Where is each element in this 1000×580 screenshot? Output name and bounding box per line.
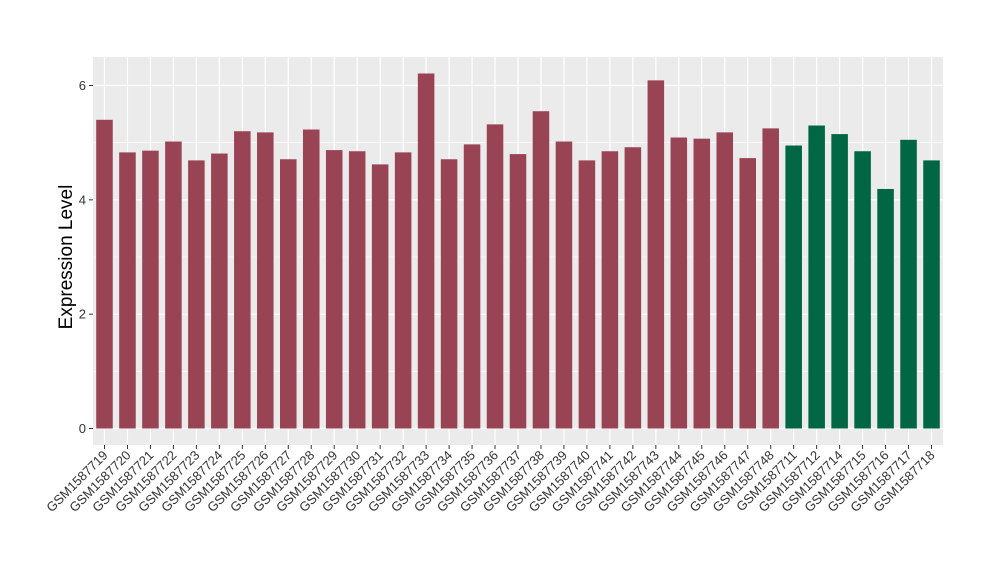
bar-GSM1587742 bbox=[624, 147, 642, 429]
bar-GSM1587728 bbox=[302, 129, 320, 429]
y-axis-title: Expression Level bbox=[56, 185, 77, 330]
bar-GSM1587738 bbox=[532, 111, 550, 429]
bar-GSM1587721 bbox=[142, 150, 159, 429]
bar-GSM1587715 bbox=[854, 151, 871, 429]
bar-GSM1587711 bbox=[785, 145, 802, 429]
bar-GSM1587717 bbox=[900, 139, 917, 429]
bar-GSM1587736 bbox=[486, 124, 504, 429]
bar-GSM1587718 bbox=[923, 160, 940, 429]
y-tick-label: 0 bbox=[79, 421, 86, 436]
bar-GSM1587745 bbox=[693, 138, 711, 429]
bar-GSM1587737 bbox=[509, 154, 527, 429]
bars bbox=[96, 73, 940, 429]
bar-GSM1587723 bbox=[188, 160, 205, 429]
bar-GSM1587747 bbox=[739, 158, 756, 429]
bar-GSM1587714 bbox=[831, 134, 848, 429]
bar-GSM1587724 bbox=[211, 153, 228, 429]
bar-GSM1587730 bbox=[348, 151, 366, 429]
bar-GSM1587729 bbox=[325, 150, 343, 429]
y-tick-label: 6 bbox=[79, 78, 86, 93]
bar-GSM1587712 bbox=[808, 125, 825, 429]
bar-GSM1587740 bbox=[578, 160, 596, 429]
bar-GSM1587746 bbox=[716, 132, 734, 429]
bar-GSM1587739 bbox=[555, 141, 573, 429]
y-tick-label: 2 bbox=[79, 307, 86, 322]
bar-GSM1587716 bbox=[877, 188, 894, 429]
bar-GSM1587741 bbox=[601, 151, 619, 429]
bar-GSM1587734 bbox=[440, 159, 458, 429]
bar-GSM1587732 bbox=[394, 152, 412, 429]
bar-GSM1587725 bbox=[234, 131, 251, 429]
bar-GSM1587726 bbox=[257, 132, 274, 429]
y-axis: 0 2 4 6 bbox=[79, 78, 93, 436]
bar-GSM1587733 bbox=[417, 73, 435, 429]
bar-GSM1587722 bbox=[165, 141, 182, 429]
bar-GSM1587748 bbox=[762, 128, 779, 429]
bar-GSM1587719 bbox=[96, 119, 113, 429]
bar-GSM1587727 bbox=[280, 159, 297, 429]
y-tick-label: 4 bbox=[79, 192, 86, 207]
bar-GSM1587744 bbox=[670, 137, 688, 429]
bar-GSM1587720 bbox=[119, 152, 136, 429]
bar-GSM1587735 bbox=[463, 144, 481, 429]
bar-GSM1587731 bbox=[371, 164, 389, 429]
x-axis: GSM1587719GSM1587720GSM1587721GSM1587722… bbox=[43, 445, 938, 515]
bar-GSM1587743 bbox=[647, 80, 665, 429]
